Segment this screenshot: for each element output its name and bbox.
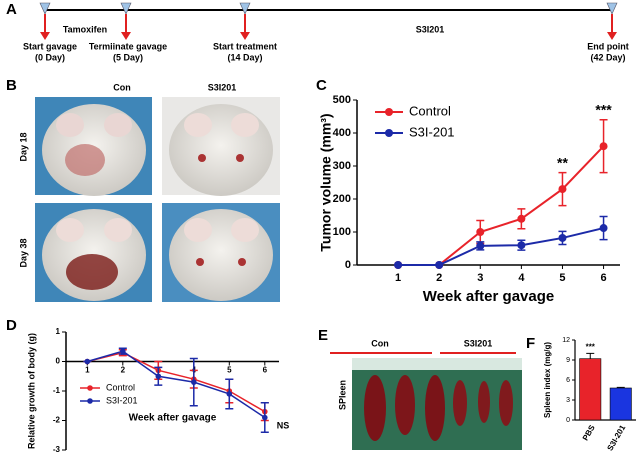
row-label: Day 38 (18, 238, 28, 267)
annotation: *** (586, 342, 596, 351)
bar (579, 358, 602, 421)
y-tick-label: -3 (53, 445, 61, 454)
panel-letter: B (6, 77, 17, 94)
event-sub: (0 Day) (35, 52, 65, 62)
event-label: Start treatment (213, 41, 277, 51)
x-tick-label: 1 (395, 272, 401, 284)
x-tick-label: 1 (85, 366, 90, 375)
timeline-arrows (40, 14, 617, 40)
x-axis-label: Week after gavage (423, 288, 554, 305)
y-tick-label: 12 (562, 337, 570, 344)
point (476, 241, 485, 250)
point (558, 185, 567, 194)
y-tick-label: 400 (333, 127, 351, 139)
mouse-photos (35, 97, 280, 302)
x-tick-label: S3I-201 (605, 423, 627, 452)
panel-letter: D (6, 317, 17, 334)
x-tick-label: 3 (477, 272, 483, 284)
legend-label: Control (106, 382, 135, 392)
y-tick-label: 0 (566, 417, 570, 424)
y-tick-label: -1 (53, 386, 61, 395)
row-label: Day 18 (18, 132, 28, 161)
y-axis-label: Spleen index (mg/g) (543, 342, 552, 418)
side-label: SPleen (337, 380, 347, 410)
y-tick-label: -2 (53, 416, 61, 425)
legend-marker (87, 385, 93, 391)
panel-letter: A (6, 1, 17, 18)
y-tick-label: 500 (333, 94, 351, 106)
group-label: S3I201 (464, 338, 493, 348)
legend-marker (87, 398, 93, 404)
annotation: *** (595, 102, 612, 118)
x-axis-label: Week after gavage (129, 413, 217, 424)
legend-label: S3I-201 (409, 124, 455, 139)
point (435, 261, 444, 269)
y-tick-label: 0 (56, 357, 61, 366)
y-tick-label: 100 (333, 226, 351, 238)
point (394, 261, 403, 269)
x-tick-label: PBS (581, 423, 597, 442)
spleen-photo (352, 358, 522, 450)
x-tick-label: 5 (559, 272, 565, 284)
x-tick-label: 2 (436, 272, 442, 284)
y-tick-label: 3 (566, 397, 570, 404)
x-tick-label: 5 (227, 366, 232, 375)
y-tick-label: 300 (333, 160, 351, 172)
legend-marker (385, 108, 393, 116)
point (226, 391, 233, 397)
panel-letter: F (526, 335, 535, 352)
group-label: Con (371, 338, 389, 348)
column-label: S3I201 (208, 82, 237, 92)
event-label: Termiinate gavage (89, 41, 167, 51)
bar (609, 387, 632, 421)
y-axis-label: Relative growth of body (g) (26, 333, 36, 449)
y-tick-label: 200 (333, 193, 351, 205)
event-sub: (5 Day) (113, 52, 143, 62)
x-tick-label: 6 (601, 272, 607, 284)
y-axis-label: Tumor volume (mm³) (318, 113, 334, 251)
point (191, 379, 197, 385)
point (517, 241, 526, 250)
series-line (87, 350, 266, 419)
x-tick-label: 2 (121, 366, 126, 375)
y-tick-label: 6 (566, 377, 570, 384)
point (558, 233, 567, 242)
point (599, 142, 608, 151)
annotation: NS (277, 421, 290, 431)
timeline-markers (39, 2, 618, 15)
point (599, 224, 608, 233)
event-label: Start gavage (23, 41, 77, 51)
point (262, 414, 268, 421)
y-tick-label: 1 (56, 327, 61, 336)
point (155, 373, 162, 380)
x-tick-label: 4 (518, 272, 525, 284)
point (120, 348, 126, 354)
legend-label: S3I-201 (106, 395, 138, 405)
legend-label: Control (409, 103, 451, 118)
y-tick-label: 9 (566, 357, 570, 364)
series-line (87, 351, 266, 413)
error-bar (586, 352, 595, 359)
panel-letter: E (318, 327, 328, 344)
panel-letter: C (316, 77, 327, 94)
event-sub: (14 Day) (227, 52, 262, 62)
event-sub: (42 Day) (590, 52, 625, 62)
annotation: ** (557, 154, 568, 170)
series-line (398, 145, 605, 266)
y-tick-label: 0 (345, 259, 351, 271)
point (517, 214, 526, 223)
series-line (398, 227, 604, 266)
column-label: Con (113, 82, 131, 92)
point (476, 228, 485, 236)
point (84, 358, 91, 365)
x-tick-label: 6 (263, 366, 268, 375)
error-bar (616, 386, 625, 388)
phase-label: Tamoxifen (63, 24, 107, 34)
legend-marker (385, 129, 393, 137)
event-label: End point (587, 41, 629, 51)
phase-label: S3I201 (416, 24, 445, 34)
